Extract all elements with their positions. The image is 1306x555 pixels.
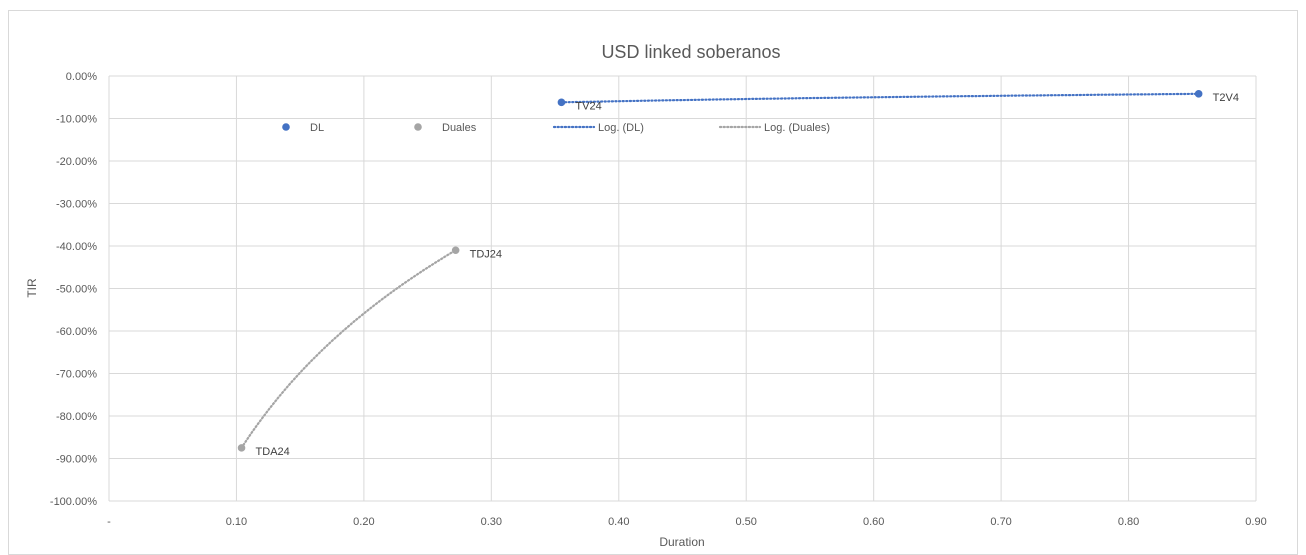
data-label: T2V4 [1213,92,1239,104]
y-tick-label: -40.00% [56,241,97,253]
x-tick-label: 0.10 [226,516,247,528]
x-tick-label: 0.90 [1245,516,1266,528]
legend-label: DL [310,122,324,134]
y-axis-title: TIR [25,278,39,298]
data-point [1194,90,1203,98]
trendline-dl [560,92,1200,104]
trendline-duales [240,249,457,449]
legend: DL Duales Log. (DL) Log. (Duales) [282,122,830,134]
chart-title: USD linked soberanos [601,42,780,62]
legend-marker-dot [282,123,290,131]
y-tick-label: -10.00% [56,114,97,126]
data-point [237,444,246,452]
y-tick-label: -90.00% [56,454,97,466]
x-tick-label: - [107,516,111,528]
legend-label: Log. (DL) [598,122,644,134]
y-tick-label: -80.00% [56,411,97,423]
y-tick-label: -30.00% [56,199,97,211]
x-tick-label: 0.20 [353,516,374,528]
y-tick-label: -60.00% [56,326,97,338]
x-tick-label: 0.80 [1118,516,1139,528]
data-label: TDJ24 [470,248,502,260]
point-layer: TV24 T2V4 TDA24 TDJ24 [237,90,1239,458]
legend-marker-dot [414,123,422,131]
y-tick-label: -100.00% [50,496,97,508]
data-label: TV24 [575,100,601,112]
data-point [557,98,566,107]
y-tick-label: -50.00% [56,284,97,296]
y-tick-label: 0.00% [66,71,97,83]
x-tick-label: 0.50 [736,516,757,528]
x-tick-label: 0.30 [481,516,502,528]
data-point [451,246,460,255]
x-tick-label: 0.40 [608,516,629,528]
tick-label-layer: 0.00% -10.00% -20.00% -30.00% -40.00% -50.00%… [50,71,1267,528]
y-tick-label: -20.00% [56,156,97,168]
grid-layer [108,75,1257,502]
x-tick-label: 0.70 [990,516,1011,528]
y-tick-label: -70.00% [56,369,97,381]
data-label: TDA24 [256,446,290,458]
trendline-layer [240,92,1200,449]
legend-label: Duales [442,122,477,134]
legend-label: Log. (Duales) [764,122,830,134]
x-axis-title: Duration [659,535,704,548]
x-tick-label: 0.60 [863,516,884,528]
